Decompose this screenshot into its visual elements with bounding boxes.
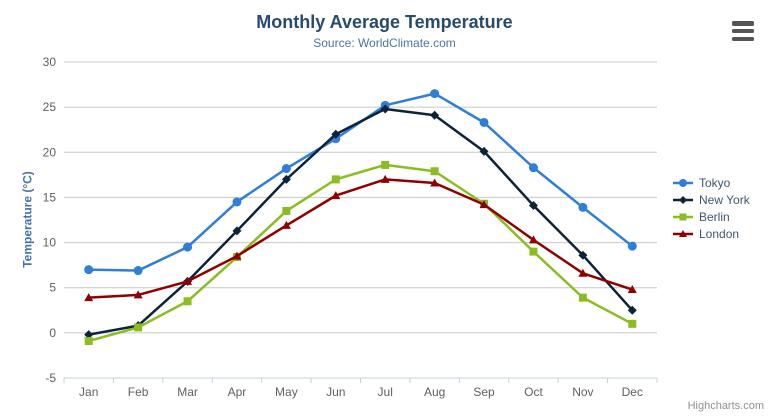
x-axis-label: Nov <box>572 385 593 399</box>
point-marker-triangle[interactable] <box>331 191 341 200</box>
axis-labels: -5 0 5 10 15 20 25 30 Jan Feb Mar Apr May Jun Jul Aug Se… <box>43 55 643 399</box>
x-axis-label: Jul <box>378 385 393 399</box>
point-marker-circle[interactable] <box>84 265 94 275</box>
point-marker-circle[interactable] <box>578 202 588 212</box>
point-marker-circle[interactable] <box>430 89 440 99</box>
point-marker-triangle[interactable] <box>679 229 687 237</box>
y-axis-label: 20 <box>43 145 57 159</box>
x-axis-label: Feb <box>128 385 149 399</box>
point-marker-square[interactable] <box>134 323 143 332</box>
point-marker-diamond[interactable] <box>578 250 588 260</box>
y-axis-label: 5 <box>49 281 56 295</box>
point-marker-circle[interactable] <box>232 197 242 207</box>
point-marker-square[interactable] <box>628 319 637 328</box>
legend-label: Tokyo <box>699 175 731 190</box>
point-marker-diamond[interactable] <box>232 226 242 236</box>
point-marker-diamond[interactable] <box>84 330 94 340</box>
point-marker-square[interactable] <box>430 167 439 176</box>
point-marker-triangle[interactable] <box>479 200 489 209</box>
legend-marker-diamond-icon <box>673 195 693 204</box>
series-line <box>87 92 634 272</box>
legend-label: Berlin <box>699 209 730 224</box>
hamburger-icon <box>732 36 754 41</box>
legend-item-london[interactable]: London <box>672 225 767 242</box>
y-axis-label: -5 <box>45 371 56 385</box>
point-marker-circle[interactable] <box>528 163 538 173</box>
series-london[interactable] <box>84 174 637 302</box>
legend-marker-circle-icon <box>673 178 693 187</box>
series-line <box>87 107 634 336</box>
legend-label: New York <box>699 192 750 207</box>
point-marker-diamond[interactable] <box>331 129 341 139</box>
series-tokyo[interactable] <box>84 89 637 276</box>
point-marker-circle[interactable] <box>679 178 687 187</box>
legend-marker-square-icon <box>673 213 693 220</box>
point-marker-diamond[interactable] <box>380 104 390 114</box>
chart-title: Monthly Average Temperature <box>256 12 513 32</box>
x-axis-label: Oct <box>524 385 543 399</box>
point-marker-square[interactable] <box>331 175 340 184</box>
gridlines <box>64 61 657 379</box>
point-marker-triangle[interactable] <box>430 178 440 187</box>
chart-subtitle: Source: WorldClimate.com <box>313 36 456 50</box>
y-axis-title: Temperature (°C) <box>20 171 35 268</box>
y-axis-label: 10 <box>43 236 57 250</box>
point-marker-diamond[interactable] <box>528 201 538 211</box>
point-marker-square[interactable] <box>84 336 93 345</box>
point-marker-diamond[interactable] <box>479 146 489 156</box>
export-menu-button[interactable] <box>731 20 755 42</box>
point-marker-diamond[interactable] <box>627 305 637 315</box>
legend: Tokyo New York Berlin London <box>672 174 767 242</box>
point-marker-triangle[interactable] <box>133 290 143 299</box>
point-marker-circle[interactable] <box>627 241 637 251</box>
point-marker-triangle[interactable] <box>627 285 637 294</box>
point-marker-triangle[interactable] <box>380 174 390 183</box>
credits-link[interactable]: Highcharts.com <box>687 400 764 412</box>
point-marker-circle[interactable] <box>281 164 291 174</box>
y-axis-label: 15 <box>43 190 57 204</box>
point-marker-diamond[interactable] <box>430 110 440 120</box>
point-marker-triangle[interactable] <box>528 235 538 244</box>
point-marker-triangle[interactable] <box>84 293 94 302</box>
x-axis-label: Jan <box>79 385 98 399</box>
series-line <box>87 178 634 299</box>
point-marker-circle[interactable] <box>133 266 143 276</box>
y-axis-label: 25 <box>43 100 57 114</box>
series-line <box>87 163 634 343</box>
hamburger-icon <box>732 28 754 34</box>
legend-item-berlin[interactable]: Berlin <box>672 208 767 225</box>
point-marker-square[interactable] <box>529 247 538 256</box>
point-marker-square[interactable] <box>282 206 291 215</box>
x-axis-label: Jun <box>326 385 345 399</box>
legend-marker-triangle-icon <box>673 229 693 237</box>
point-marker-circle[interactable] <box>183 242 193 252</box>
point-marker-circle[interactable] <box>479 117 489 127</box>
point-marker-square[interactable] <box>679 213 687 220</box>
point-marker-triangle[interactable] <box>281 220 291 229</box>
point-marker-diamond[interactable] <box>679 195 687 204</box>
point-marker-triangle[interactable] <box>183 276 193 285</box>
legend-label: London <box>699 226 740 241</box>
point-marker-square[interactable] <box>183 297 192 306</box>
point-marker-square[interactable] <box>578 293 587 302</box>
series-new-york[interactable] <box>84 104 637 340</box>
point-marker-triangle[interactable] <box>578 268 588 277</box>
x-axis-label: Dec <box>622 385 643 399</box>
x-axis-label: Aug <box>424 385 445 399</box>
point-marker-diamond[interactable] <box>281 174 291 184</box>
legend-item-new-york[interactable]: New York <box>672 191 767 208</box>
hamburger-icon <box>732 21 754 26</box>
legend-item-tokyo[interactable]: Tokyo <box>672 174 767 191</box>
x-axis-label: Apr <box>228 385 247 399</box>
point-marker-triangle[interactable] <box>232 251 242 260</box>
x-axis-label: Sep <box>473 385 495 399</box>
x-axis-label: May <box>275 385 298 399</box>
y-axis-label: 30 <box>43 55 57 69</box>
y-axis-label: 0 <box>49 326 56 340</box>
x-axis-label: Mar <box>177 385 198 399</box>
point-marker-square[interactable] <box>381 160 390 169</box>
